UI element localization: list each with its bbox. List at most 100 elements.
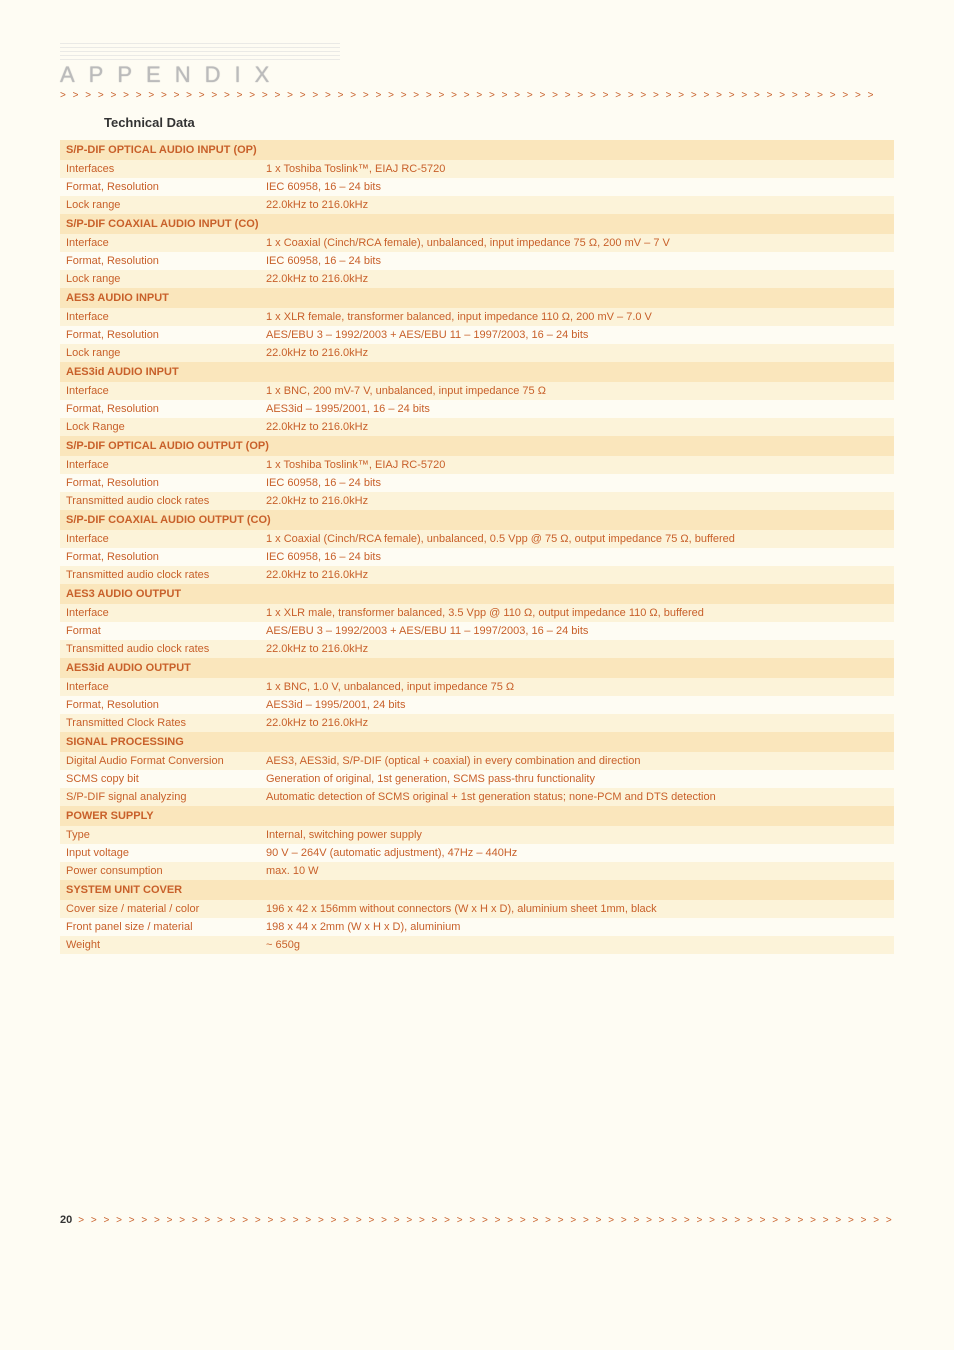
table-row: Interfaces1 x Toshiba Toslink™, EIAJ RC-… [60,160,894,178]
spec-key: Interface [60,382,260,400]
spec-key: Interfaces [60,160,260,178]
section-header-row: S/P-DIF OPTICAL AUDIO INPUT (OP) [60,140,894,160]
table-row: Interface1 x Coaxial (Cinch/RCA female),… [60,530,894,548]
table-row: Format, ResolutionIEC 60958, 16 – 24 bit… [60,548,894,566]
table-row: TypeInternal, switching power supply [60,826,894,844]
spec-key: Cover size / material / color [60,900,260,918]
spec-key: Interface [60,604,260,622]
spec-value: max. 10 W [260,862,894,880]
table-row: Format, ResolutionIEC 60958, 16 – 24 bit… [60,474,894,492]
footer: 20> > > > > > > > > > > > > > > > > > > … [60,1214,894,1226]
spec-key: SCMS copy bit [60,770,260,788]
section-header-cell: S/P-DIF COAXIAL AUDIO INPUT (CO) [60,214,894,234]
section-header-row: SIGNAL PROCESSING [60,732,894,752]
table-row: Interface1 x Toshiba Toslink™, EIAJ RC-5… [60,456,894,474]
section-header-row: S/P-DIF COAXIAL AUDIO INPUT (CO) [60,214,894,234]
section-header-row: AES3id AUDIO OUTPUT [60,658,894,678]
spec-key: Format [60,622,260,640]
table-row: Format, ResolutionAES3id – 1995/2001, 24… [60,696,894,714]
spec-value: 1 x BNC, 1.0 V, unbalanced, input impeda… [260,678,894,696]
table-row: Transmitted audio clock rates22.0kHz to … [60,566,894,584]
section-header-cell: S/P-DIF OPTICAL AUDIO OUTPUT (OP) [60,436,894,456]
table-row: Interface1 x XLR female, transformer bal… [60,308,894,326]
spec-key: Format, Resolution [60,326,260,344]
section-header-row: AES3id AUDIO INPUT [60,362,894,382]
spec-key: Input voltage [60,844,260,862]
spec-key: Transmitted Clock Rates [60,714,260,732]
spec-key: Transmitted audio clock rates [60,640,260,658]
table-row: S/P-DIF signal analyzingAutomatic detect… [60,788,894,806]
spec-value: 1 x Coaxial (Cinch/RCA female), unbalanc… [260,234,894,252]
hatch-decoration [60,40,340,60]
table-row: Transmitted audio clock rates22.0kHz to … [60,492,894,510]
spec-value: 22.0kHz to 216.0kHz [260,714,894,732]
table-row: Lock range22.0kHz to 216.0kHz [60,270,894,288]
section-header-row: POWER SUPPLY [60,806,894,826]
spec-key: Format, Resolution [60,548,260,566]
table-row: Interface1 x XLR male, transformer balan… [60,604,894,622]
spec-value: 22.0kHz to 216.0kHz [260,566,894,584]
spec-value: 1 x XLR male, transformer balanced, 3.5 … [260,604,894,622]
spec-key: Lock Range [60,418,260,436]
spec-key: S/P-DIF signal analyzing [60,788,260,806]
section-header-cell: AES3id AUDIO OUTPUT [60,658,894,678]
spec-value: 1 x XLR female, transformer balanced, in… [260,308,894,326]
spec-key: Interface [60,234,260,252]
spec-value: 22.0kHz to 216.0kHz [260,418,894,436]
table-row: Format, ResolutionIEC 60958, 16 – 24 bit… [60,178,894,196]
section-header-cell: S/P-DIF COAXIAL AUDIO OUTPUT (CO) [60,510,894,530]
section-header-cell: AES3id AUDIO INPUT [60,362,894,382]
table-row: FormatAES/EBU 3 – 1992/2003 + AES/EBU 11… [60,622,894,640]
spec-key: Weight [60,936,260,954]
table-row: Interface1 x BNC, 200 mV-7 V, unbalanced… [60,382,894,400]
section-header-cell: SIGNAL PROCESSING [60,732,894,752]
spec-key: Lock range [60,196,260,214]
table-row: Format, ResolutionAES/EBU 3 – 1992/2003 … [60,326,894,344]
table-row: Format, ResolutionIEC 60958, 16 – 24 bit… [60,252,894,270]
section-header-cell: AES3 AUDIO OUTPUT [60,584,894,604]
table-row: Transmitted Clock Rates22.0kHz to 216.0k… [60,714,894,732]
spec-value: IEC 60958, 16 – 24 bits [260,252,894,270]
spec-value: Generation of original, 1st generation, … [260,770,894,788]
spec-key: Digital Audio Format Conversion [60,752,260,770]
table-row: Lock range22.0kHz to 216.0kHz [60,344,894,362]
spec-value: Internal, switching power supply [260,826,894,844]
spec-key: Interface [60,308,260,326]
spec-value: Automatic detection of SCMS original + 1… [260,788,894,806]
spec-key: Format, Resolution [60,474,260,492]
spec-key: Format, Resolution [60,400,260,418]
spec-value: 1 x BNC, 200 mV-7 V, unbalanced, input i… [260,382,894,400]
spec-key: Transmitted audio clock rates [60,566,260,584]
section-header-cell: S/P-DIF OPTICAL AUDIO INPUT (OP) [60,140,894,160]
section-header-row: AES3 AUDIO INPUT [60,288,894,308]
spec-value: AES3id – 1995/2001, 16 – 24 bits [260,400,894,418]
spec-value: 22.0kHz to 216.0kHz [260,640,894,658]
spec-value: AES3, AES3id, S/P-DIF (optical + coaxial… [260,752,894,770]
spec-value: IEC 60958, 16 – 24 bits [260,474,894,492]
spec-key: Interface [60,456,260,474]
spec-value: 22.0kHz to 216.0kHz [260,270,894,288]
spec-value: AES/EBU 3 – 1992/2003 + AES/EBU 11 – 199… [260,326,894,344]
spec-value: ~ 650g [260,936,894,954]
spec-key: Type [60,826,260,844]
spec-key: Format, Resolution [60,252,260,270]
section-header-row: S/P-DIF COAXIAL AUDIO OUTPUT (CO) [60,510,894,530]
section-title: Technical Data [104,115,894,130]
spec-value: 1 x Toshiba Toslink™, EIAJ RC-5720 [260,160,894,178]
table-row: Weight~ 650g [60,936,894,954]
spec-value: 1 x Toshiba Toslink™, EIAJ RC-5720 [260,456,894,474]
spec-value: AES3id – 1995/2001, 24 bits [260,696,894,714]
section-header-cell: AES3 AUDIO INPUT [60,288,894,308]
appendix-title: APPENDIX [60,62,894,88]
table-row: Lock Range22.0kHz to 216.0kHz [60,418,894,436]
spec-value: 22.0kHz to 216.0kHz [260,492,894,510]
section-header-cell: SYSTEM UNIT COVER [60,880,894,900]
spec-value: 22.0kHz to 216.0kHz [260,344,894,362]
table-row: Transmitted audio clock rates22.0kHz to … [60,640,894,658]
spec-value: 90 V – 264V (automatic adjustment), 47Hz… [260,844,894,862]
table-row: SCMS copy bitGeneration of original, 1st… [60,770,894,788]
chevron-divider: > > > > > > > > > > > > > > > > > > > > … [60,90,894,101]
table-row: Power consumptionmax. 10 W [60,862,894,880]
spec-key: Front panel size / material [60,918,260,936]
table-row: Cover size / material / color196 x 42 x … [60,900,894,918]
